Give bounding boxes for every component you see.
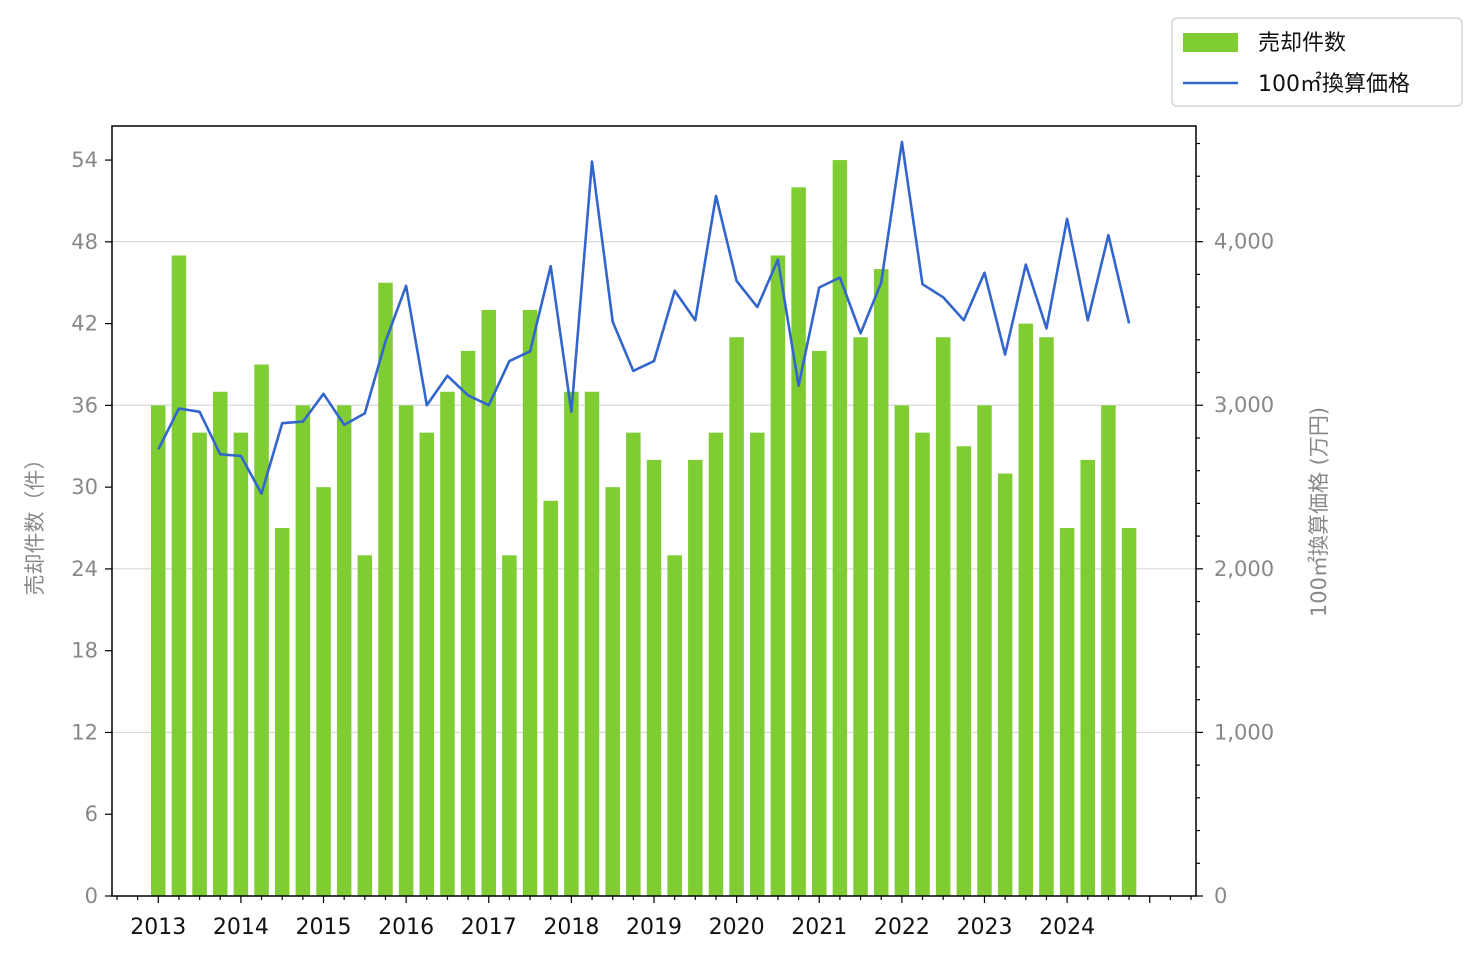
bar [295, 405, 311, 896]
bar [667, 555, 682, 896]
bar [440, 391, 455, 896]
left-tick-label: 48 [71, 230, 98, 254]
legend: 売却件数 100㎡換算価格 [1171, 17, 1463, 107]
bar [708, 432, 724, 896]
bar [1039, 337, 1054, 896]
legend-bar-label: 売却件数 [1258, 31, 1346, 56]
bar [1080, 459, 1096, 896]
bar [770, 255, 786, 897]
bar [378, 282, 393, 896]
bar [1059, 528, 1075, 896]
bar [316, 487, 331, 896]
right-axis-title: 100㎡換算価格 (万円) [1307, 407, 1331, 617]
line-series [157, 140, 1131, 495]
bar [977, 405, 992, 896]
bar-series [151, 160, 1137, 897]
bar [791, 187, 806, 896]
x-tick-label: 2013 [130, 915, 186, 940]
bar [543, 500, 558, 896]
left-tick-label: 24 [71, 557, 98, 581]
right-tick-label: 1,000 [1214, 720, 1274, 744]
bar [233, 432, 249, 896]
bar [192, 432, 207, 896]
x-tick-label: 2018 [543, 915, 599, 940]
left-axis-title: 売却件数（件） [23, 449, 47, 596]
bar [646, 459, 662, 896]
bar [481, 309, 497, 896]
bar [956, 446, 972, 896]
x-tick-label: 2015 [296, 915, 352, 940]
bar [997, 473, 1013, 896]
left-tick-label: 30 [71, 475, 98, 499]
left-tick-label: 36 [71, 393, 98, 417]
bar [151, 405, 166, 896]
bar [915, 432, 930, 896]
x-tick-label: 2021 [791, 915, 847, 940]
bar [729, 337, 744, 896]
left-tick-label: 0 [85, 884, 98, 908]
bar [853, 337, 868, 896]
x-tick-label: 2023 [956, 915, 1012, 940]
bar [171, 255, 187, 897]
x-tick-label: 2024 [1039, 915, 1095, 940]
left-tick-label: 6 [85, 802, 98, 826]
left-tick-label: 12 [71, 720, 98, 744]
bar [605, 487, 620, 896]
bar [1101, 405, 1116, 896]
bar [398, 405, 414, 896]
bar [935, 337, 951, 896]
bar [1018, 323, 1034, 897]
left-tick-label: 42 [71, 312, 98, 336]
bar [873, 269, 889, 896]
legend-line-label: 100㎡換算価格 [1258, 71, 1410, 97]
bar [688, 459, 703, 896]
bar [502, 555, 517, 896]
bar [419, 432, 435, 896]
legend-frame [1171, 17, 1463, 107]
bar [584, 391, 600, 896]
x-tick-label: 2020 [709, 915, 765, 940]
bar [750, 432, 765, 896]
legend-bar-swatch [1183, 33, 1238, 52]
bar [522, 309, 538, 896]
bar [626, 432, 641, 896]
bar [1121, 528, 1137, 896]
x-tick-label: 2022 [874, 915, 930, 940]
bar [564, 391, 579, 896]
bar [894, 405, 910, 896]
bar [274, 528, 290, 896]
x-tick-label: 2019 [626, 915, 682, 940]
left-axis: 0 6 12 18 24 30 36 42 48 54 [71, 148, 112, 908]
x-axis: 2013 2014 2015 2016 2017 2018 2019 2020 2021 2022… [116, 896, 1192, 940]
bar [811, 350, 827, 896]
x-tick-label: 2014 [213, 915, 269, 940]
bar [832, 160, 848, 896]
left-tick-label: 18 [71, 639, 98, 663]
x-tick-label: 2017 [461, 915, 517, 940]
right-tick-label: 2,000 [1214, 557, 1274, 581]
right-tick-label: 3,000 [1214, 393, 1274, 417]
bar [254, 364, 269, 896]
x-tick-label: 2016 [378, 915, 434, 940]
bar [212, 391, 228, 896]
right-tick-label: 0 [1214, 884, 1227, 908]
bar [336, 405, 352, 896]
left-tick-label: 54 [71, 148, 98, 172]
price-line [157, 140, 1131, 495]
bar [357, 555, 373, 896]
bar [460, 350, 476, 896]
right-axis: 0 1,000 2,000 3,000 4,000 [1196, 142, 1274, 908]
right-tick-label: 4,000 [1214, 230, 1274, 254]
